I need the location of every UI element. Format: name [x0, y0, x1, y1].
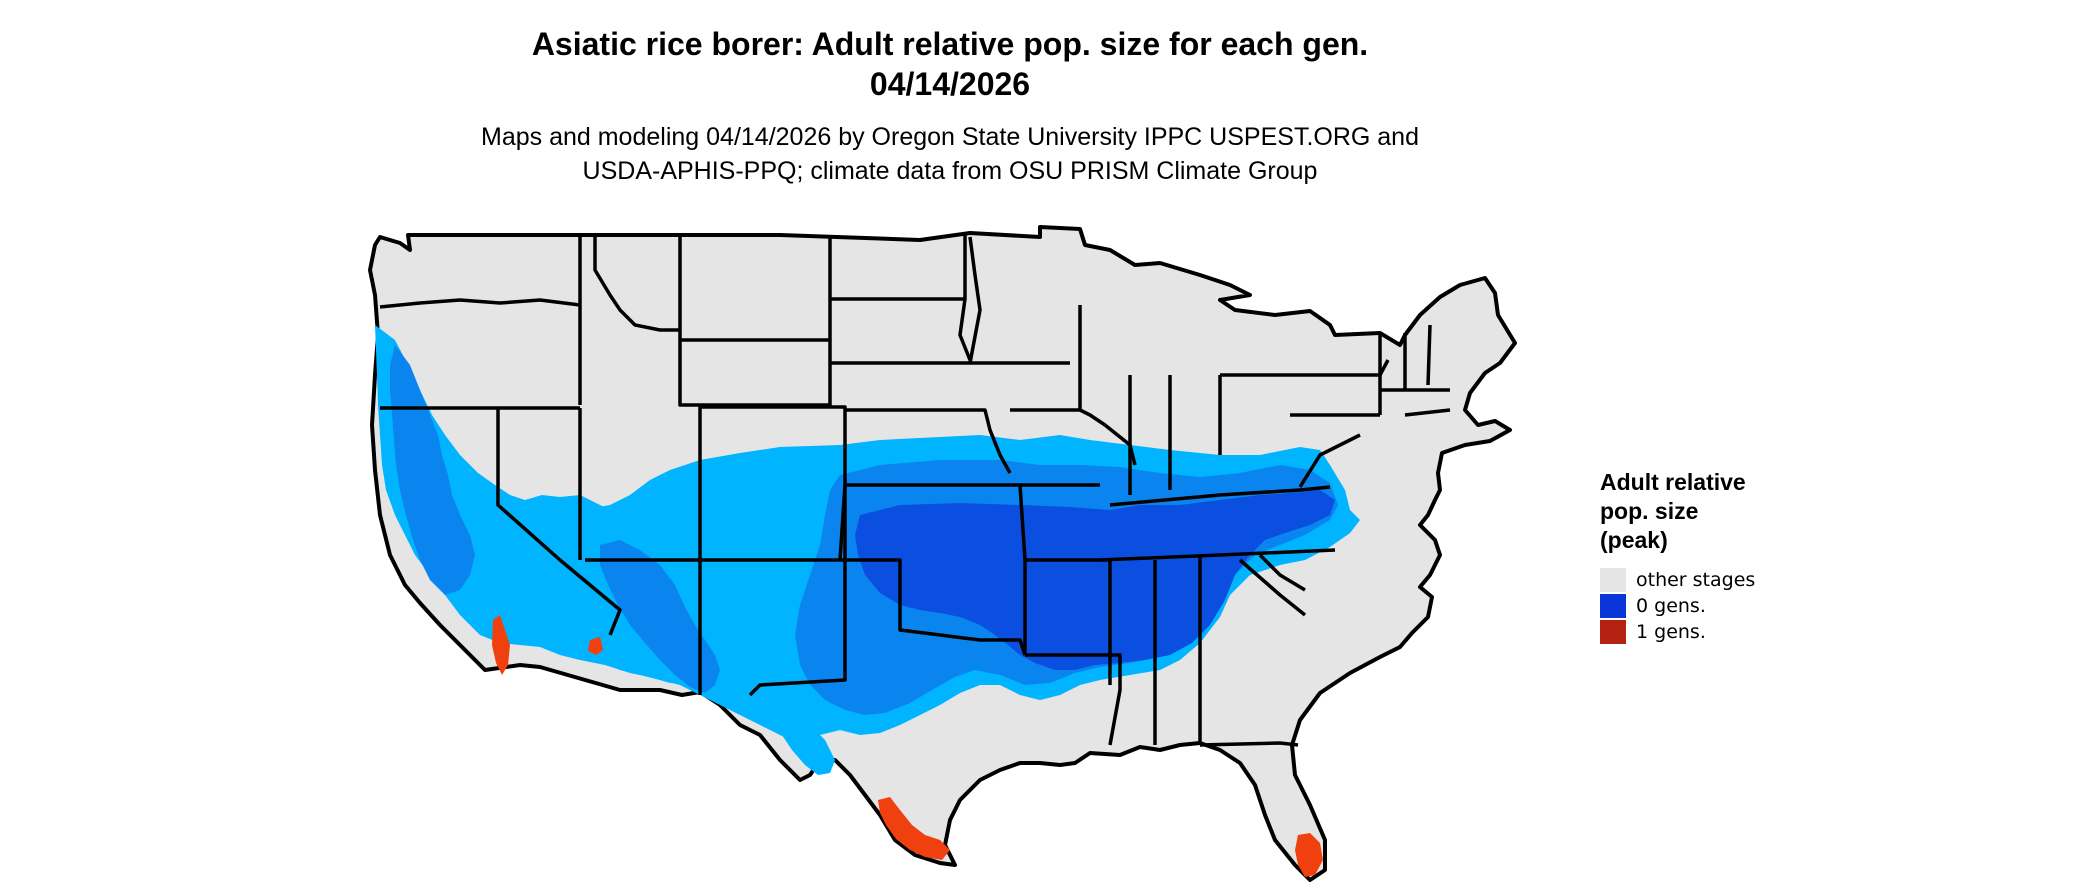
zone-red-fl: [1295, 833, 1323, 877]
legend-title: Adult relative pop. size (peak): [1600, 468, 1800, 555]
zone-red-socal: [492, 615, 510, 675]
legend-swatch-other-stages: [1600, 568, 1626, 592]
legend-title-line2: pop. size: [1600, 498, 1699, 524]
map-subtitle-line2: USDA-APHIS-PPQ; climate data from OSU PR…: [582, 157, 1318, 185]
map-subtitle: Maps and modeling 04/14/2026 by Oregon S…: [0, 120, 1900, 188]
legend-title-line3: (peak): [1600, 527, 1668, 553]
legend-item-0-gens: 0 gens.: [1600, 593, 1800, 619]
legend-items: other stages 0 gens. 1 gens.: [1600, 567, 1800, 645]
us-map: [368, 225, 1517, 882]
legend: Adult relative pop. size (peak) other st…: [1600, 468, 1800, 645]
legend-swatch-1-gens: [1600, 620, 1626, 644]
legend-label-1-gens: 1 gens.: [1636, 621, 1706, 643]
zone-dark-blue: [855, 490, 1335, 670]
zone-sw-blue: [600, 540, 720, 693]
legend-label-0-gens: 0 gens.: [1636, 595, 1706, 617]
map-title: Asiatic rice borer: Adult relative pop. …: [0, 24, 1900, 104]
legend-item-1-gens: 1 gens.: [1600, 619, 1800, 645]
zone-tx-light-blue: [782, 715, 835, 775]
map-title-date: 04/14/2026: [869, 66, 1031, 102]
legend-swatch-0-gens: [1600, 594, 1626, 618]
state-borders: [379, 235, 1451, 747]
legend-label-other-stages: other stages: [1636, 569, 1756, 591]
map-subtitle-line1: Maps and modeling 04/14/2026 by Oregon S…: [481, 123, 1419, 151]
zone-red-tx: [878, 797, 950, 860]
legend-title-line1: Adult relative: [1600, 469, 1746, 495]
map-title-line1: Asiatic rice borer: Adult relative pop. …: [531, 26, 1369, 62]
legend-item-other-stages: other stages: [1600, 567, 1800, 593]
zone-red-az: [588, 637, 603, 655]
